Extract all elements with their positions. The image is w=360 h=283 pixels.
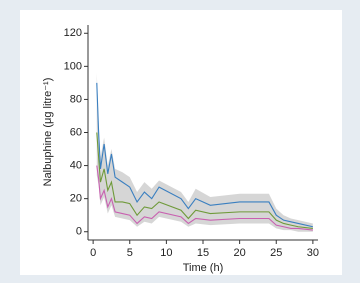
x-tick-label: 30 — [307, 247, 319, 259]
y-tick-label: 120 — [64, 27, 82, 39]
y-tick-label: 80 — [70, 93, 82, 105]
y-axis-title: Nalbuphine (μg litre⁻¹) — [42, 78, 54, 187]
y-tick-label: 20 — [70, 193, 82, 205]
y-tick-label: 100 — [64, 60, 82, 72]
x-tick-label: 15 — [197, 247, 209, 259]
y-tick-label: 0 — [76, 226, 82, 238]
x-tick-label: 5 — [127, 247, 133, 259]
y-tick-label: 40 — [70, 159, 82, 171]
x-axis-title: Time (h) — [183, 262, 224, 274]
panel — [20, 10, 342, 275]
x-tick-label: 25 — [270, 247, 282, 259]
y-tick-label: 60 — [70, 126, 82, 138]
band — [96, 72, 313, 232]
series-line — [96, 132, 313, 229]
series-line — [96, 165, 313, 231]
x-tick-label: 20 — [233, 247, 245, 259]
x-tick-label: 10 — [160, 247, 172, 259]
x-tick-label: 0 — [90, 247, 96, 259]
series-line — [96, 82, 313, 228]
